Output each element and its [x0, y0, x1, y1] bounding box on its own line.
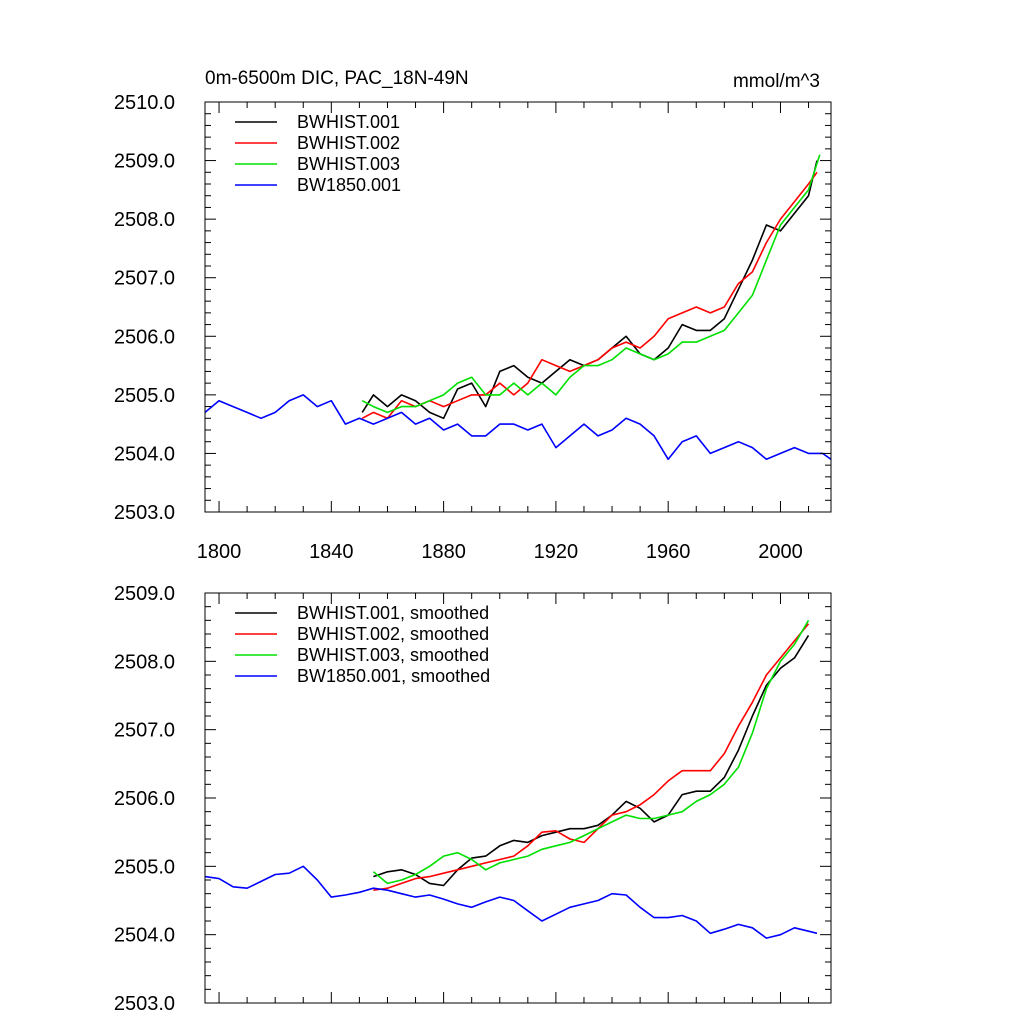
top-chart: 0m-6500m DIC, PAC_18N-49N mmol/m^3 2503.…	[114, 68, 832, 563]
top-chart-xtick-label: 1880	[421, 541, 466, 563]
top-chart-ytick-label: 2508.0	[114, 209, 175, 231]
bottom-chart: 2503.0 2504.0 2505.0 2506.0 2507.0 2508.0 2509…	[114, 583, 832, 1015]
bottom-chart-ytick-label: 2509.0	[114, 583, 175, 605]
bottom-chart-ytick-label: 2507.0	[114, 720, 175, 742]
bottom-chart-series-2-line	[373, 623, 810, 891]
top-chart-series-2-line	[361, 171, 818, 420]
top-chart-ytick-label: 2505.0	[114, 385, 175, 407]
bottom-chart-legend-label: BWHIST.001, smoothed	[297, 603, 489, 623]
bottom-chart-ytick-label: 2508.0	[114, 651, 175, 673]
top-chart-ytick-label: 2510.0	[114, 92, 175, 114]
top-chart-series-3-line	[361, 154, 821, 414]
top-chart-title: 0m-6500m DIC, PAC_18N-49N	[205, 68, 469, 89]
top-chart-ytick-label: 2504.0	[114, 443, 175, 465]
top-chart-ticks: 2503.0 2504.0 2505.0 2506.0 2507.0 2508.0 2509…	[114, 92, 831, 563]
bottom-chart-ytick-label: 2503.0	[114, 993, 175, 1015]
top-chart-xtick-label: 1920	[534, 541, 579, 563]
bottom-chart-ticks: 2503.0 2504.0 2505.0 2506.0 2507.0 2508.0 2509…	[114, 583, 831, 1015]
bottom-chart-series-group	[204, 619, 818, 939]
top-chart-xtick-label: 1800	[197, 541, 242, 563]
bottom-chart-ytick-label: 2505.0	[114, 856, 175, 878]
bottom-chart-series-3-line	[372, 619, 810, 885]
top-chart-units: mmol/m^3	[733, 71, 820, 92]
top-chart-legend-label: BWHIST.003	[297, 154, 400, 174]
bottom-chart-series-4-line	[204, 865, 818, 939]
top-chart-xtick-label: 2000	[758, 541, 803, 563]
top-chart-series-group	[204, 154, 832, 461]
top-chart-ytick-label: 2507.0	[114, 268, 175, 290]
top-chart-xtick-label: 1960	[646, 541, 691, 563]
bottom-chart-legend-label: BWHIST.003, smoothed	[297, 645, 489, 665]
top-chart-series-4-line	[204, 394, 832, 461]
bottom-chart-legend-label: BWHIST.002, smoothed	[297, 624, 489, 644]
bottom-chart-legend-label: BW1850.001, smoothed	[297, 666, 490, 686]
bottom-chart-ytick-label: 2506.0	[114, 788, 175, 810]
top-chart-ytick-label: 2509.0	[114, 151, 175, 173]
bottom-chart-ytick-label: 2504.0	[114, 925, 175, 947]
top-chart-ytick-label: 2503.0	[114, 502, 175, 524]
top-chart-ytick-label: 2506.0	[114, 326, 175, 348]
top-chart-series-1-line	[361, 160, 818, 420]
top-chart-xtick-label: 1840	[309, 541, 354, 563]
bottom-chart-series-1-line	[373, 634, 810, 887]
top-chart-legend-label: BWHIST.001	[297, 112, 400, 132]
top-chart-legend-label: BWHIST.002	[297, 133, 400, 153]
top-chart-legend-label: BW1850.001	[297, 175, 401, 195]
top-chart-frame	[204, 101, 832, 513]
